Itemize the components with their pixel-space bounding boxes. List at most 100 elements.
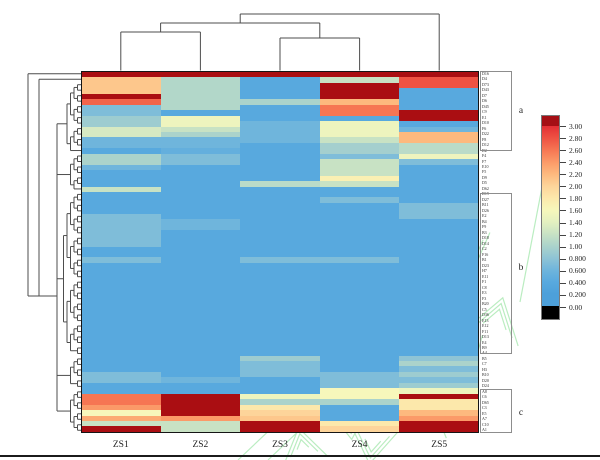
heatmap-row	[82, 262, 479, 269]
row-label: F3	[482, 296, 487, 301]
heatmap-cell	[161, 311, 241, 318]
heatmap-cell	[398, 366, 479, 372]
heatmap-cell	[319, 388, 399, 394]
heatmap-cell	[161, 290, 241, 296]
heatmap-cell	[240, 186, 320, 192]
heatmap-cell	[161, 110, 241, 116]
heatmap-cell	[82, 208, 162, 214]
heatmap-cell	[398, 306, 479, 312]
heatmap-cell	[240, 230, 320, 236]
heatmap-cell	[398, 110, 479, 116]
heatmap-cell	[398, 311, 479, 318]
legend-tick-label: 2.80	[569, 133, 583, 143]
legend-tick-label: 0.600	[569, 266, 586, 276]
heatmap-cell	[240, 366, 320, 372]
heatmap-cell	[398, 121, 479, 127]
heatmap-cell	[240, 284, 320, 291]
column-label: ZS1	[112, 440, 129, 450]
heatmap-cell	[82, 121, 162, 127]
legend-tick-label: 1.00	[569, 242, 583, 252]
heatmap-row	[82, 224, 479, 231]
heatmap-row	[82, 131, 479, 138]
heatmap-cell	[82, 110, 162, 116]
heatmap-cell	[240, 93, 320, 100]
heatmap-cell	[82, 262, 162, 269]
heatmap-cell	[319, 268, 399, 274]
heatmap-row	[82, 377, 479, 383]
heatmap-cell	[240, 241, 320, 247]
legend-tick-mark	[560, 210, 566, 212]
heatmap-cell	[319, 186, 399, 192]
heatmap-cell	[240, 77, 320, 83]
row-label: E13	[482, 318, 489, 323]
legend-tick-label: 3.00	[569, 121, 583, 131]
row-label: E12	[482, 324, 489, 329]
heatmap-cell	[161, 77, 241, 83]
heatmap-cell	[319, 306, 399, 312]
heatmap-cell	[161, 301, 241, 307]
heatmap-cell	[319, 295, 399, 302]
heatmap-cell	[240, 317, 320, 323]
row-label: E3	[482, 291, 487, 296]
heatmap-cell	[82, 82, 162, 89]
heatmap-cell	[240, 181, 320, 187]
row-label: H7	[482, 269, 487, 274]
heatmap-cell	[319, 284, 399, 291]
heatmap-cell	[240, 350, 320, 356]
legend-tick-mark	[560, 246, 566, 248]
heatmap-cell	[398, 175, 479, 182]
heatmap-cell	[82, 273, 162, 280]
heatmap-cell	[240, 208, 320, 214]
heatmap-cell	[240, 344, 320, 351]
heatmap-cell	[161, 415, 241, 421]
heatmap-row	[82, 208, 479, 214]
heatmap-cell	[82, 246, 162, 252]
heatmap-row	[82, 311, 479, 318]
heatmap-cell	[240, 202, 320, 209]
heatmap-cell	[319, 110, 399, 116]
heatmap-cell	[161, 241, 241, 247]
heatmap-cell	[398, 137, 479, 143]
row-label: C3	[482, 406, 487, 411]
row-label: B11	[482, 203, 489, 208]
row-label: D62	[482, 186, 489, 191]
heatmap-cell	[319, 410, 399, 416]
heatmap-cell	[82, 404, 162, 411]
column-label: ZS5	[431, 440, 448, 450]
row-label: D36	[482, 313, 489, 318]
row-label: C6	[482, 395, 487, 400]
heatmap-row	[82, 235, 479, 242]
heatmap-cell	[82, 311, 162, 318]
heatmap-row	[82, 159, 479, 165]
heatmap-cell	[398, 415, 479, 421]
heatmap-cell	[240, 273, 320, 280]
heatmap-cell	[240, 328, 320, 334]
heatmap-cell	[82, 219, 162, 225]
heatmap-row	[82, 202, 479, 209]
heatmap-cell	[240, 126, 320, 132]
row-label: F16	[482, 252, 489, 257]
heatmap-cell	[240, 421, 320, 427]
heatmap-cell	[82, 181, 162, 187]
heatmap-cell	[240, 262, 320, 269]
heatmap-cell	[398, 371, 479, 378]
heatmap-cell	[319, 148, 399, 154]
heatmap-row	[82, 153, 479, 160]
heatmap-cell	[82, 399, 162, 405]
heatmap-cell	[82, 339, 162, 345]
heatmap-cell	[319, 246, 399, 252]
heatmap-cell	[319, 208, 399, 214]
heatmap-cell	[319, 317, 399, 323]
heatmap-cell	[319, 131, 399, 138]
heatmap-cell	[82, 328, 162, 334]
heatmap-cell	[240, 295, 320, 302]
heatmap-cell	[319, 350, 399, 356]
heatmap-cell	[240, 426, 320, 432]
heatmap-cell	[161, 262, 241, 269]
heatmap-cell	[82, 333, 162, 340]
heatmap-cell	[240, 170, 320, 176]
heatmap-cell	[82, 93, 162, 100]
row-label: D7	[482, 93, 487, 98]
heatmap-row	[82, 93, 479, 100]
row-label: D5	[482, 181, 487, 186]
